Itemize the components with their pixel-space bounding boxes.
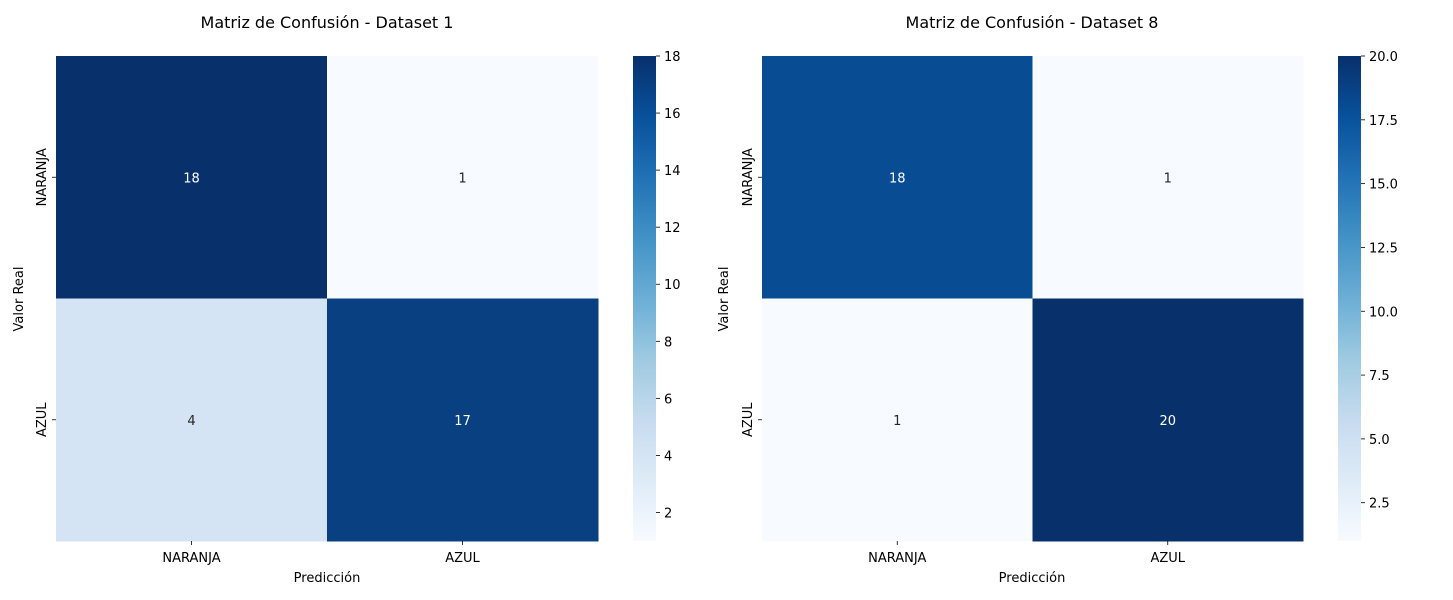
colorbar-tick-label: 4 (664, 449, 672, 464)
cell-value-label: 4 (187, 414, 195, 429)
colorbar-tick-label: 5.0 (1369, 433, 1390, 448)
heatmap-cells: 18 1 1 20 (762, 56, 1304, 542)
heatmap-cell (762, 298, 1033, 542)
colorbar-tick-label: 2 (664, 506, 672, 521)
axis-ticks: NARANJA AZUL NARANJA AZUL (741, 148, 1186, 566)
heatmap-cell (327, 298, 599, 542)
colorbar-ticks: 2.5 5.0 7.5 10.0 12.5 15.0 17.5 20.0 (1361, 50, 1398, 512)
heatmap-cell (56, 298, 328, 542)
heatmap-cell (762, 56, 1033, 299)
heatmap-cell (1032, 298, 1304, 542)
x-tick-label: AZUL (1150, 551, 1185, 566)
colorbar-tick-label: 15.0 (1369, 178, 1398, 193)
y-tick-label: AZUL (741, 402, 756, 437)
y-axis-label: Valor Real (717, 267, 732, 332)
heatmap-cell (1032, 56, 1304, 299)
heatmap-cell (56, 56, 328, 299)
colorbar-tick-label: 8 (664, 335, 672, 350)
colorbar-tick-label: 14 (664, 164, 681, 179)
colorbar-tick-label: 16 (664, 107, 681, 122)
colorbar-tick-label: 12.5 (1369, 241, 1398, 256)
x-tick-label: NARANJA (868, 551, 926, 566)
chart-panel-1: Matriz de Confusión - Dataset 1 18 14 17 N… (12, 13, 681, 586)
colorbar-tick-label: 6 (664, 392, 672, 407)
chart-panel-2: Matriz de Confusión - Dataset 8 18 1 1 20 N… (717, 13, 1398, 586)
x-axis-label: Predicción (999, 571, 1066, 586)
heatmap-cell (327, 56, 599, 299)
colorbar-ticks: 2 4 6 8 10 12 14 16 18 (656, 50, 681, 521)
colorbar-tick-label: 20.0 (1369, 50, 1398, 65)
y-tick-label: AZUL (35, 402, 50, 437)
cell-value-label: 17 (454, 414, 471, 429)
cell-value-label: 1 (1164, 171, 1172, 186)
colorbar-tick-label: 12 (664, 221, 681, 236)
x-tick-label: NARANJA (162, 551, 220, 566)
cell-value-label: 18 (889, 171, 906, 186)
colorbar-tick-label: 17.5 (1369, 114, 1398, 129)
cell-value-label: 1 (458, 171, 466, 186)
chart-title: Matriz de Confusión - Dataset 8 (906, 13, 1159, 32)
axis-ticks: NARANJA AZUL NARANJA AZUL (35, 148, 481, 566)
colorbar-tick-label: 10 (664, 278, 681, 293)
colorbar (1338, 56, 1361, 541)
colorbar-tick-label: 7.5 (1369, 369, 1390, 384)
y-axis-label: Valor Real (12, 267, 27, 332)
x-tick-label: AZUL (445, 551, 480, 566)
y-tick-label: NARANJA (741, 148, 756, 206)
colorbar-tick-label: 2.5 (1369, 497, 1390, 512)
y-tick-label: NARANJA (35, 148, 50, 206)
chart-title: Matriz de Confusión - Dataset 1 (201, 13, 454, 32)
colorbar (633, 56, 656, 541)
cell-value-label: 20 (1159, 414, 1176, 429)
heatmap-cells: 18 1 4 17 (56, 56, 599, 542)
cell-value-label: 1 (893, 414, 901, 429)
colorbar-tick-label: 10.0 (1369, 305, 1398, 320)
colorbar-tick-label: 18 (664, 50, 681, 65)
x-axis-label: Predicción (294, 571, 361, 586)
cell-value-label: 18 (183, 171, 200, 186)
